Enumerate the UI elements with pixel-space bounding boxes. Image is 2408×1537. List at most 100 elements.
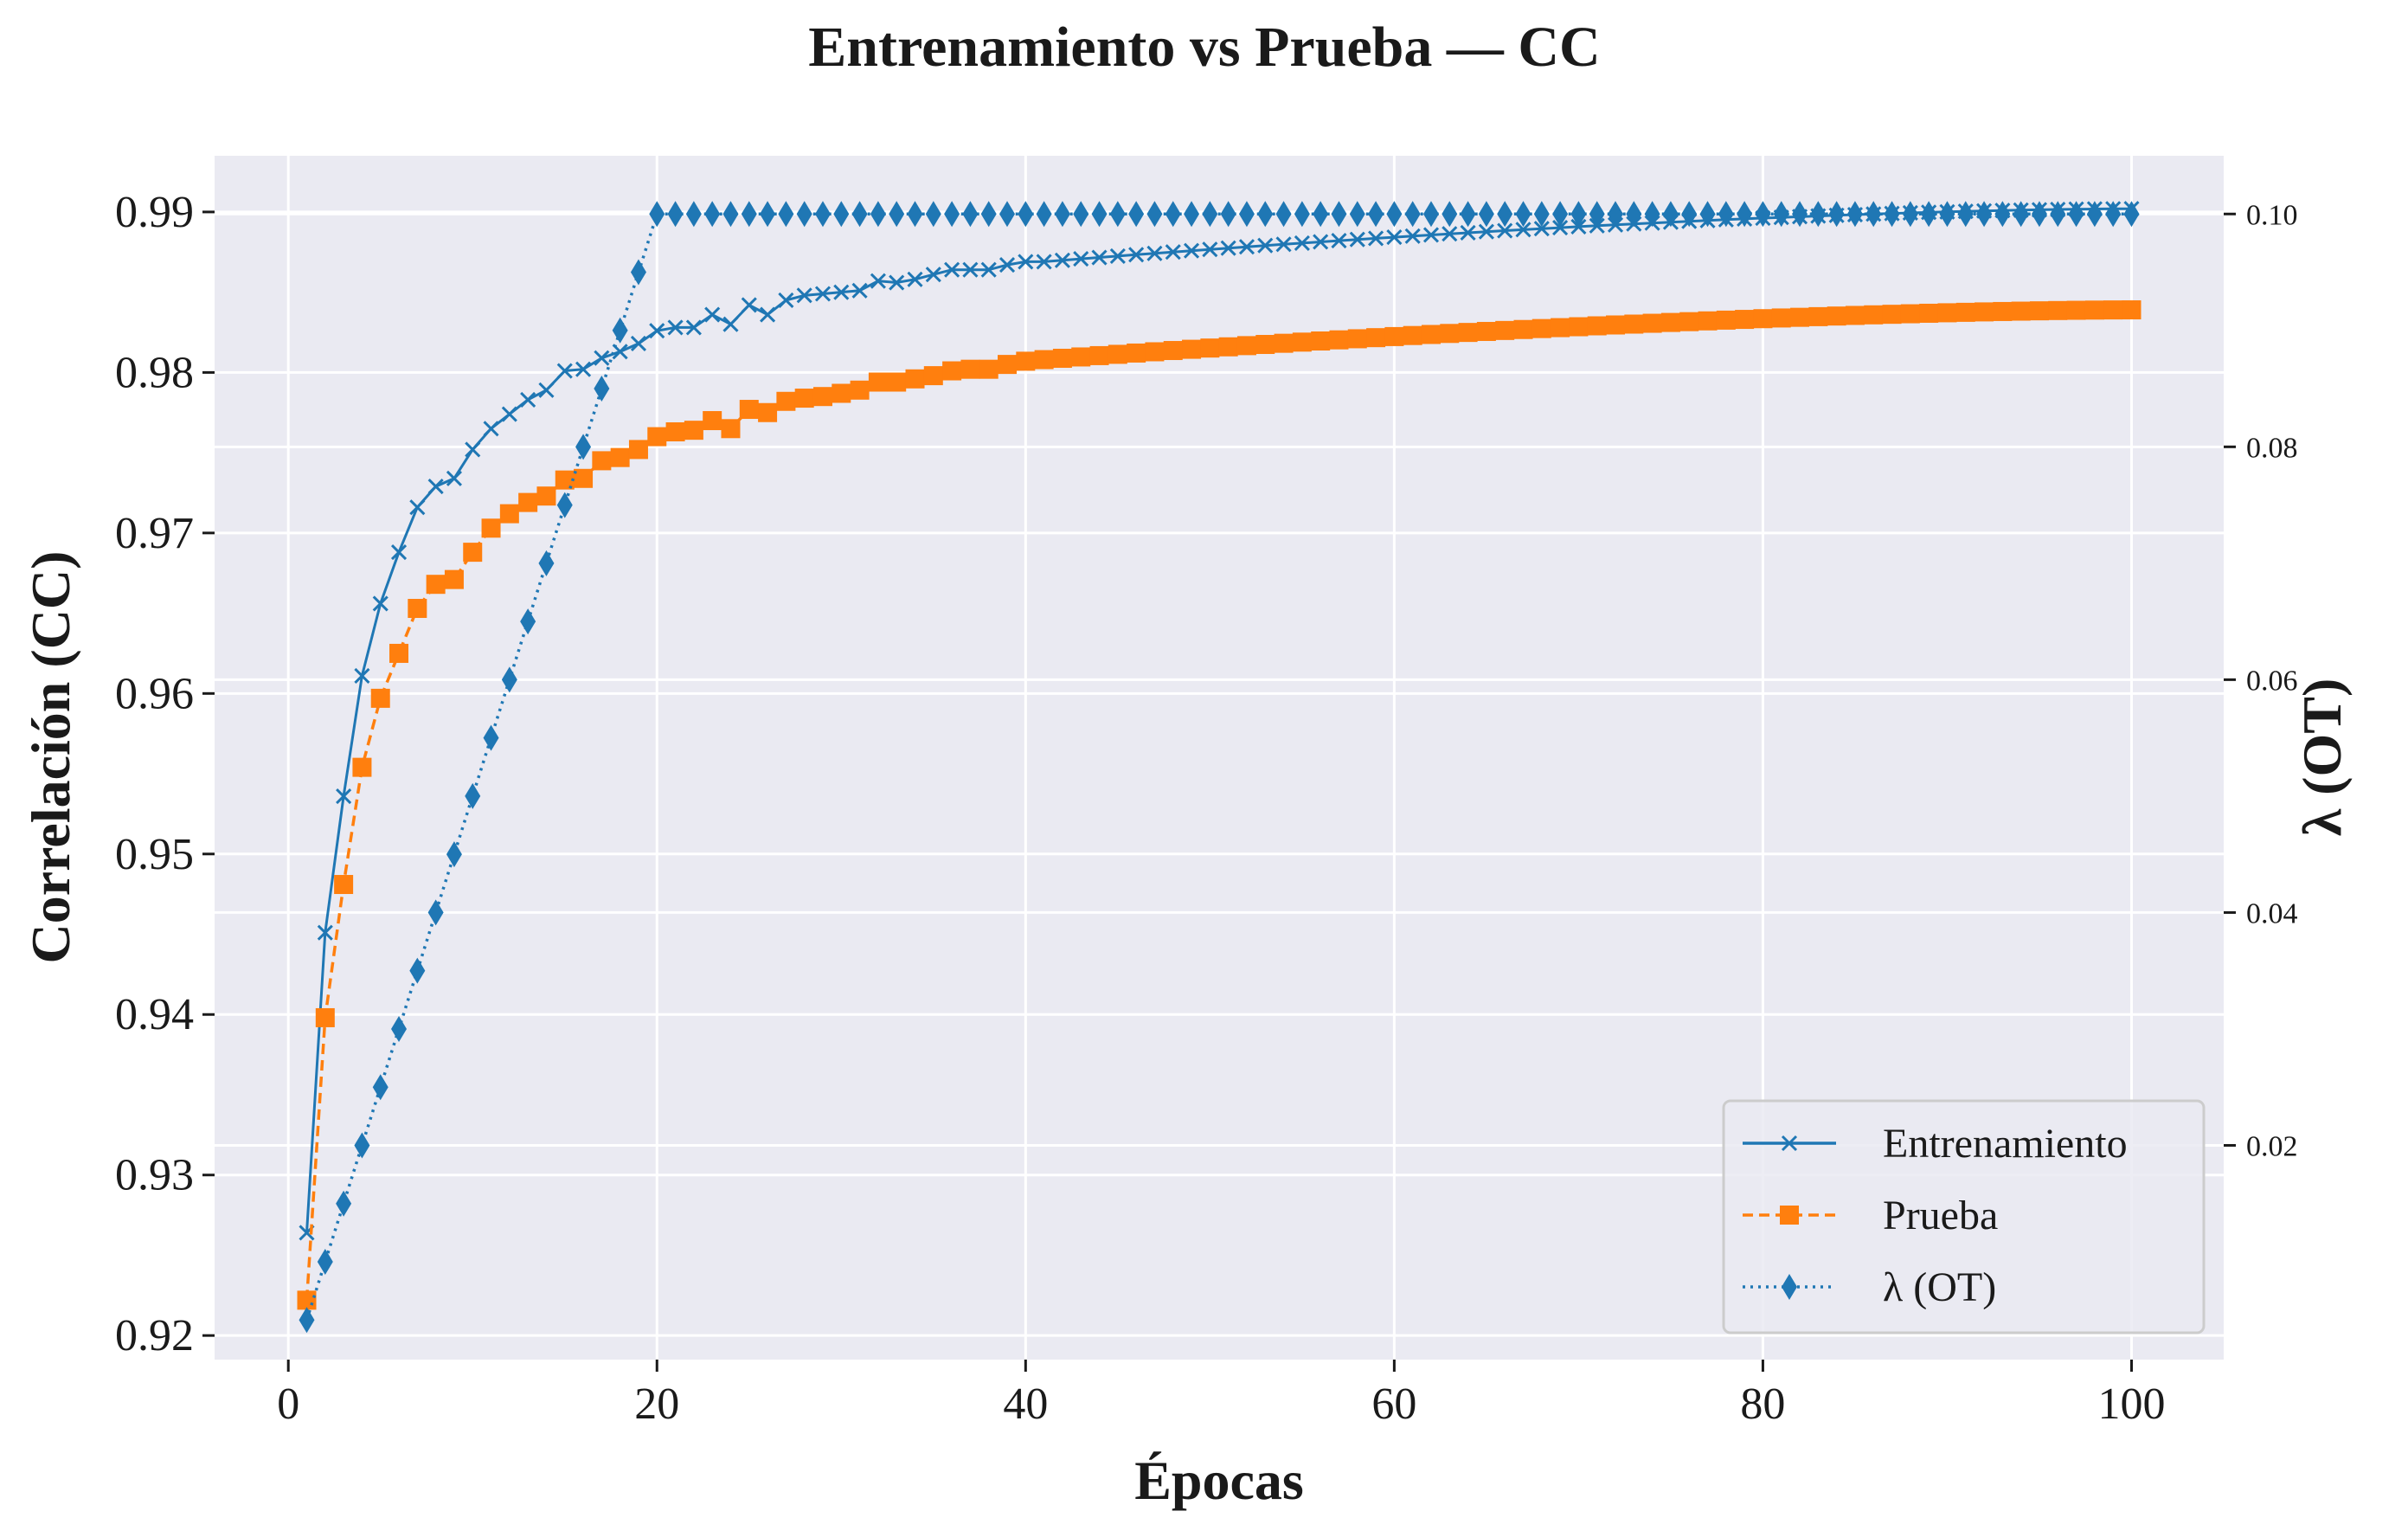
data-point [889, 201, 905, 228]
data-point [850, 380, 870, 400]
data-point [1128, 201, 1145, 228]
data-point [1091, 201, 1108, 228]
data-point [1773, 201, 1789, 228]
data-point [1921, 201, 1937, 228]
data-point [812, 387, 832, 407]
data-point [722, 201, 739, 228]
data-point [665, 422, 685, 442]
data-point [1681, 201, 1698, 228]
data-point [758, 402, 778, 422]
y-tick-label: 0.92 [115, 1311, 194, 1360]
data-point [833, 284, 850, 300]
y2-tick-label: 0.08 [2246, 432, 2298, 464]
data-point [463, 543, 483, 563]
data-point [1257, 237, 1274, 254]
data-point [1753, 309, 1773, 329]
data-point [2048, 300, 2068, 320]
data-point [796, 287, 812, 304]
data-point [426, 575, 446, 595]
data-point [647, 427, 667, 447]
data-point [1347, 329, 1367, 349]
data-point [317, 1248, 333, 1275]
data-point [1163, 341, 1183, 361]
data-point [905, 369, 925, 389]
data-point [483, 724, 499, 751]
data-point [796, 201, 812, 228]
data-point [1827, 306, 1846, 326]
data-point [1551, 318, 1570, 338]
data-point [667, 201, 684, 228]
data-point [1994, 201, 2011, 228]
data-point [760, 201, 776, 228]
data-point [1238, 201, 1255, 228]
data-point [444, 569, 464, 589]
data-point [1255, 335, 1275, 355]
series-2 [299, 201, 2140, 1334]
data-point [944, 201, 960, 228]
legend-entry: λ (OT) [1743, 1264, 1996, 1310]
data-point [887, 372, 907, 392]
data-point [889, 274, 905, 291]
data-point [1845, 305, 1865, 325]
data-point [1349, 231, 1365, 248]
data-point [1718, 201, 1734, 228]
data-point [1780, 1206, 1799, 1225]
data-point [1368, 230, 1384, 247]
data-point [1939, 201, 1955, 228]
data-point [1386, 201, 1403, 228]
data-point [299, 1307, 315, 1334]
data-point [1404, 201, 1421, 228]
data-point [2031, 201, 2047, 228]
data-point [2122, 300, 2142, 320]
data-point [1440, 324, 1460, 344]
data-point [1513, 319, 1533, 339]
data-point [814, 201, 831, 228]
data-point [1054, 201, 1070, 228]
data-point [1587, 316, 1607, 336]
data-point [1165, 244, 1181, 260]
data-point [907, 201, 923, 228]
data-point [649, 323, 665, 339]
data-point [1476, 321, 1496, 341]
data-point [703, 411, 722, 431]
y-tick-label: 0.98 [115, 348, 194, 397]
data-point [778, 292, 794, 308]
data-point [1313, 234, 1329, 250]
data-point [870, 201, 886, 228]
data-point [962, 201, 979, 228]
data-point [1018, 254, 1034, 270]
data-point [2068, 201, 2084, 228]
data-point [907, 271, 923, 287]
data-point [1864, 305, 1884, 325]
data-point [372, 1074, 388, 1101]
data-point [1533, 221, 1550, 237]
series-line [305, 207, 2132, 1233]
data-point [1606, 315, 1626, 335]
data-point [446, 470, 462, 486]
data-point [574, 468, 594, 488]
data-point [1016, 351, 1036, 371]
data-point [408, 599, 427, 619]
data-point [1236, 336, 1256, 356]
data-point [1403, 325, 1422, 345]
data-point [1036, 201, 1052, 228]
y2-tick-label: 0.04 [2246, 897, 2298, 929]
data-point [1937, 303, 1957, 323]
data-point [1275, 236, 1292, 253]
data-point [1220, 240, 1236, 256]
data-point [2103, 300, 2123, 320]
right-axis-ticks: 0.02 0.04 0.06 0.08 0.10 [2224, 199, 2298, 1162]
data-point [1792, 201, 1808, 228]
data-point [1052, 348, 1072, 368]
data-point [556, 363, 573, 379]
data-point [870, 273, 886, 289]
data-point [1218, 337, 1238, 357]
data-point [2029, 301, 2049, 321]
data-point [1993, 301, 2013, 321]
data-point [2011, 301, 2031, 321]
data-point [390, 544, 408, 561]
data-point [1054, 252, 1070, 268]
data-point [685, 201, 702, 228]
data-point [1071, 347, 1091, 367]
data-point [1828, 201, 1845, 228]
